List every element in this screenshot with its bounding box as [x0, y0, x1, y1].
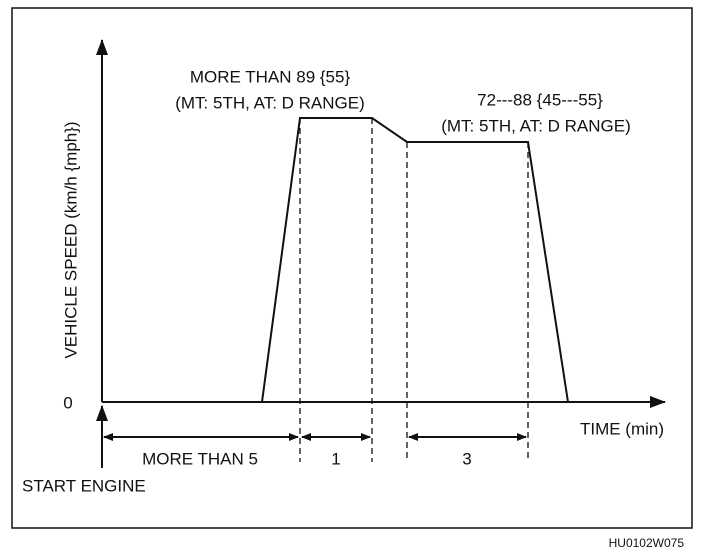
interval-label: 3: [462, 449, 471, 468]
x-axis-label: TIME (min): [580, 419, 664, 438]
annotation: MORE THAN 89 {55}: [190, 67, 351, 86]
annotation: (MT: 5TH, AT: D RANGE): [175, 93, 365, 112]
origin-label: 0: [63, 393, 72, 412]
start-label: START ENGINE: [22, 476, 146, 495]
annotation: 72---88 {45---55}: [477, 90, 603, 109]
figure-id: HU0102W075: [609, 536, 685, 550]
frame: [11, 7, 693, 529]
interval-label: MORE THAN 5: [142, 449, 258, 468]
speed-profile: [102, 117, 569, 403]
y-axis-label: VEHICLE SPEED (km/h {mph}): [61, 121, 80, 358]
interval-label: 1: [331, 449, 340, 468]
annotation: (MT: 5TH, AT: D RANGE): [441, 116, 631, 135]
